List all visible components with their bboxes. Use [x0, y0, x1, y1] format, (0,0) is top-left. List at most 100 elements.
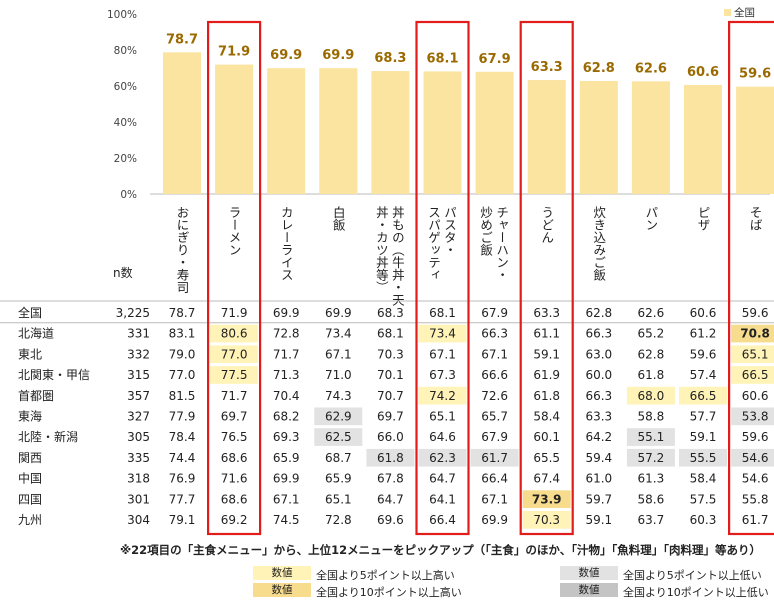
row-n: 331 — [127, 327, 150, 341]
cell-value: 59.7 — [585, 492, 612, 506]
bar — [371, 71, 410, 194]
column-frame — [415, 20, 470, 536]
cell-value: 62.8 — [638, 347, 665, 361]
cell-value: 57.5 — [690, 492, 717, 506]
cell-value: 58.4 — [690, 472, 717, 486]
column-frame — [207, 20, 262, 536]
cell-value: 62.3 — [429, 451, 456, 465]
cell-value: 63.0 — [585, 347, 612, 361]
row-n: 335 — [127, 451, 150, 465]
bar — [319, 68, 358, 194]
cell-value: 78.7 — [169, 306, 196, 320]
cell-value: 69.7 — [377, 410, 404, 424]
category-label: チャーハン・ — [494, 206, 509, 281]
cell-value: 66.5 — [742, 368, 769, 382]
cell-value: 70.3 — [377, 347, 404, 361]
cell-value: 66.3 — [585, 389, 612, 403]
cell-value: 68.1 — [429, 306, 456, 320]
cell-value: 66.3 — [481, 327, 508, 341]
bar-value-label: 62.8 — [583, 61, 615, 76]
row-region: 関西 — [18, 451, 42, 465]
cell-value: 61.7 — [742, 513, 769, 527]
cell-value: 71.9 — [221, 306, 248, 320]
cell-value: 76.5 — [221, 430, 248, 444]
legend-hi10: 全国より10ポイント以上高い — [316, 586, 462, 599]
category-label: 丼もの（牛丼・天 — [390, 206, 405, 306]
cell-highlight — [210, 345, 259, 364]
cell-value: 64.2 — [585, 430, 612, 444]
cell-value: 72.8 — [273, 327, 300, 341]
legend-label: 全国 — [734, 6, 755, 19]
row-n: 305 — [127, 430, 150, 444]
cell-highlight — [626, 428, 675, 446]
legend-swatch-lo5: 数値 — [560, 566, 618, 580]
cell-value: 62.8 — [585, 306, 612, 320]
category-label: うどん — [539, 206, 554, 244]
category-label: 炊き込みご飯 — [591, 206, 606, 281]
cell-value: 65.1 — [429, 410, 456, 424]
cell-value: 68.7 — [325, 451, 352, 465]
cell-value: 69.7 — [221, 410, 248, 424]
cell-value: 65.2 — [638, 327, 665, 341]
cell-value: 59.4 — [585, 451, 612, 465]
y-tick-label: 0% — [120, 189, 137, 201]
bar — [579, 80, 618, 194]
row-n: 3,225 — [116, 306, 150, 320]
cell-value: 64.7 — [429, 472, 456, 486]
cell-highlight — [731, 324, 774, 343]
cell-value: 66.4 — [481, 472, 508, 486]
cell-value: 62.5 — [325, 430, 352, 444]
cell-value: 67.1 — [429, 347, 456, 361]
cell-value: 64.7 — [377, 492, 404, 506]
chart: 0% 20% 40% 60% 80% 100% 全国 78.7 71.9 69.9 69.9 68.3… — [0, 6, 774, 536]
row-n: 318 — [127, 472, 150, 486]
bar-value-label: 69.9 — [322, 48, 354, 63]
cell-value: 53.8 — [742, 410, 769, 424]
row-n: 332 — [127, 347, 150, 361]
row-region: 北関東・甲信 — [18, 368, 90, 382]
cell-value: 67.3 — [429, 368, 456, 382]
cell-value: 69.2 — [221, 513, 248, 527]
cell-highlight — [679, 386, 727, 405]
bar-value-label: 68.3 — [374, 51, 406, 66]
cell-value: 70.1 — [377, 368, 404, 382]
cell-value: 57.4 — [690, 368, 717, 382]
footnote: ※22項目の「主食メニュー」から、上位12メニューをピックアップ（「主食」のほか… — [120, 543, 761, 557]
cell-value: 60.1 — [533, 430, 560, 444]
row-region: 東海 — [18, 409, 42, 424]
cell-value: 79.0 — [169, 347, 196, 361]
legend-swatch-lo10: 数値 — [560, 583, 618, 597]
cell-value: 63.3 — [585, 410, 612, 424]
cell-value: 69.9 — [325, 306, 352, 320]
bar — [163, 52, 201, 195]
cell-value: 67.1 — [273, 492, 300, 506]
cell-highlight — [679, 448, 727, 467]
cell-value: 59.6 — [742, 306, 769, 320]
cell-highlight — [626, 448, 675, 467]
cell-value: 73.4 — [429, 327, 456, 341]
cell-highlight — [314, 428, 363, 446]
cell-value: 55.8 — [742, 492, 769, 506]
bar-value-label: 63.3 — [531, 60, 563, 75]
cell-value: 58.6 — [638, 492, 665, 506]
cell-highlight — [418, 386, 467, 405]
cell-value: 58.8 — [638, 410, 665, 424]
row-region: 四国 — [18, 492, 42, 506]
cell-value: 77.0 — [221, 347, 248, 361]
cell-value: 61.8 — [533, 389, 560, 403]
cell-value: 67.1 — [325, 347, 352, 361]
cell-highlight — [314, 407, 363, 426]
cell-highlight — [731, 366, 774, 384]
cell-value: 61.0 — [585, 472, 612, 486]
cell-value: 60.6 — [690, 306, 717, 320]
cell-value: 68.6 — [221, 451, 248, 465]
cell-value: 74.2 — [429, 389, 456, 403]
cell-value: 60.0 — [585, 368, 612, 382]
cell-value: 69.6 — [377, 513, 404, 527]
cell-value: 68.2 — [273, 410, 300, 424]
cell-value: 78.4 — [169, 430, 196, 444]
cell-value: 66.4 — [429, 513, 456, 527]
y-tick-label: 20% — [114, 153, 137, 165]
cell-value: 73.4 — [325, 327, 352, 341]
cell-value: 54.6 — [742, 472, 769, 486]
